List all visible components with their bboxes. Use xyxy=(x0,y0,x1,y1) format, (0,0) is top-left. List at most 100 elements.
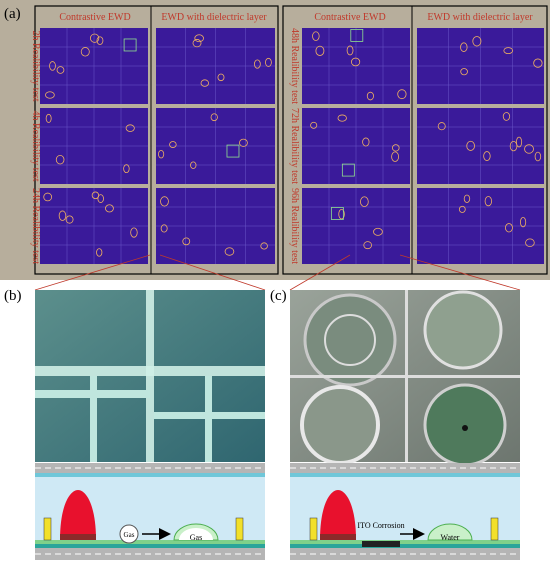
defect-mark xyxy=(97,194,104,203)
defect-mark xyxy=(362,137,370,147)
defect-mark xyxy=(160,196,169,207)
defect-mark xyxy=(504,223,513,233)
defect-mark xyxy=(502,112,511,121)
micro-tile xyxy=(40,188,148,264)
micro-tile xyxy=(156,108,275,184)
defect-mark xyxy=(458,205,466,213)
defect-mark xyxy=(192,39,202,48)
defect-mark xyxy=(460,42,468,52)
micro-tile xyxy=(156,188,275,264)
micrograph-c xyxy=(290,290,520,467)
micro-tile xyxy=(156,28,275,104)
micro-tile xyxy=(302,28,410,104)
micrograph-b xyxy=(35,290,265,462)
defect-mark xyxy=(483,151,491,161)
defect-mark xyxy=(366,91,374,101)
defect-mark xyxy=(516,136,523,148)
defect-box xyxy=(341,163,355,177)
zoom-line xyxy=(399,254,521,291)
defect-mark xyxy=(253,59,261,69)
row-label: 48h Realibility test xyxy=(289,28,300,104)
zoom-line xyxy=(34,254,151,291)
defect-mark xyxy=(239,138,248,147)
defect-mark xyxy=(96,248,103,257)
defect-mark xyxy=(525,238,535,248)
defect-mark xyxy=(65,215,74,224)
defect-mark xyxy=(45,113,52,123)
zoom-line xyxy=(159,254,266,291)
defect-mark xyxy=(217,73,225,82)
defect-mark xyxy=(373,227,383,236)
diagram-label: Gas xyxy=(190,533,202,542)
row-label: 4h Realibility test xyxy=(30,110,41,181)
defect-mark xyxy=(338,208,345,220)
defect-mark xyxy=(351,57,361,67)
defect-mark xyxy=(105,204,114,213)
defect-mark xyxy=(210,113,218,122)
panel-label: (c) xyxy=(270,288,287,304)
defect-mark xyxy=(363,241,373,250)
row-label: 72h Realibility test xyxy=(289,108,300,184)
defect-mark xyxy=(123,164,130,174)
defect-mark xyxy=(520,216,527,228)
defect-box xyxy=(123,38,137,52)
defect-mark xyxy=(503,47,514,55)
diagram-label: ITO Corrosion xyxy=(357,521,404,530)
defect-mark xyxy=(43,192,53,202)
defect-mark xyxy=(315,45,325,56)
defect-mark xyxy=(190,161,197,169)
defect-mark xyxy=(158,149,165,159)
defect-mark xyxy=(533,58,543,68)
defect-mark xyxy=(463,194,471,203)
column-header: EWD with dielectric layer xyxy=(161,12,267,23)
defect-mark xyxy=(524,144,534,154)
defect-mark xyxy=(392,144,400,152)
defect-mark xyxy=(194,34,204,43)
defect-mark xyxy=(534,151,542,162)
defect-box xyxy=(330,207,344,220)
panel-label: (b) xyxy=(4,288,22,304)
block-frame xyxy=(282,5,548,275)
defect-mark xyxy=(49,61,56,71)
defect-mark xyxy=(260,242,268,250)
row-label: 2h Realibility test xyxy=(30,30,41,101)
zoom-line xyxy=(289,254,351,291)
panel-label: (a) xyxy=(4,6,21,22)
defect-mark xyxy=(466,140,475,151)
column-header: Contrastive EWD xyxy=(314,12,385,23)
defect-mark xyxy=(310,121,318,129)
micro-tile xyxy=(302,108,410,184)
defect-mark xyxy=(182,237,191,246)
diagram-c xyxy=(290,463,520,560)
defect-mark xyxy=(96,36,104,45)
defect-mark xyxy=(397,89,407,100)
defect-mark xyxy=(312,31,320,41)
defect-mark xyxy=(484,196,493,207)
defect-mark xyxy=(391,151,399,162)
defect-mark xyxy=(55,154,65,165)
defect-mark xyxy=(200,79,209,87)
column-header: Contrastive EWD xyxy=(59,12,130,23)
defect-mark xyxy=(472,36,482,47)
defect-mark xyxy=(169,141,177,148)
micro-tile xyxy=(417,108,544,184)
defect-mark xyxy=(337,114,347,122)
defect-mark xyxy=(56,66,65,74)
defect-mark xyxy=(509,140,518,152)
column-header: EWD with dielectric layer xyxy=(427,12,533,23)
defect-mark xyxy=(224,247,235,256)
row-label: 24h Realibility test xyxy=(30,188,41,264)
micro-tile xyxy=(40,28,148,104)
defect-mark xyxy=(80,47,90,57)
defect-mark xyxy=(160,224,168,233)
defect-box xyxy=(226,144,240,158)
defect-mark xyxy=(58,210,67,221)
defect-mark xyxy=(130,227,138,238)
diagram-b xyxy=(35,463,265,560)
defect-mark xyxy=(360,196,369,208)
defect-mark xyxy=(265,57,272,67)
defect-box xyxy=(350,28,364,42)
defect-mark xyxy=(437,122,446,131)
defect-mark xyxy=(125,124,135,132)
